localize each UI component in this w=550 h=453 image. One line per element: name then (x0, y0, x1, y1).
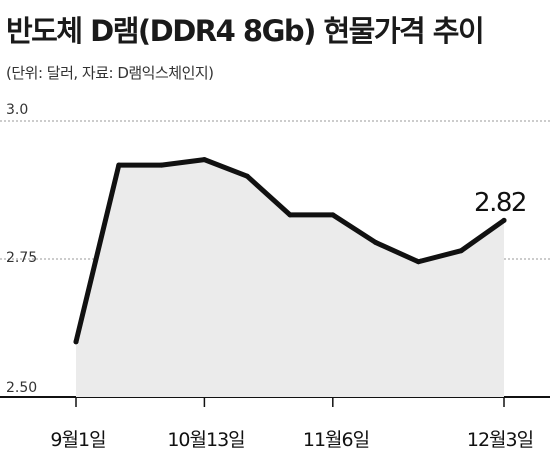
x-tick-label: 11월6일 (303, 429, 369, 451)
x-tick-label: 10월13일 (167, 429, 244, 451)
data-point (458, 248, 464, 254)
x-tick-label: 12월3일 (467, 429, 533, 451)
data-point (116, 162, 122, 168)
y-tick-label: 2.75 (6, 250, 37, 266)
chart-subtitle: (단위: 달러, 자료: D램익스체인지) (6, 64, 214, 82)
data-point (201, 157, 207, 163)
data-point (287, 212, 293, 218)
data-point (73, 339, 79, 345)
y-tick-label: 2.50 (6, 380, 37, 396)
data-point (244, 173, 250, 179)
y-tick-label: 3.0 (6, 102, 28, 118)
last-value-label: 2.82 (474, 188, 526, 218)
y-tick-labels: 3.0 2.75 2.50 (6, 102, 37, 396)
data-point (501, 217, 507, 223)
x-tick-label: 9월1일 (50, 429, 105, 451)
x-tick-marks (75, 397, 505, 407)
data-point (159, 162, 165, 168)
chart-title: 반도체 D램(DDR4 8Gb) 현물가격 추이 (6, 14, 485, 48)
x-tick-labels: 9월1일 10월13일 11월6일 12월3일 (50, 429, 534, 451)
data-point (373, 239, 379, 245)
data-point (415, 259, 421, 265)
points-layer (73, 157, 507, 345)
data-point (330, 212, 336, 218)
series-area (76, 159, 504, 397)
